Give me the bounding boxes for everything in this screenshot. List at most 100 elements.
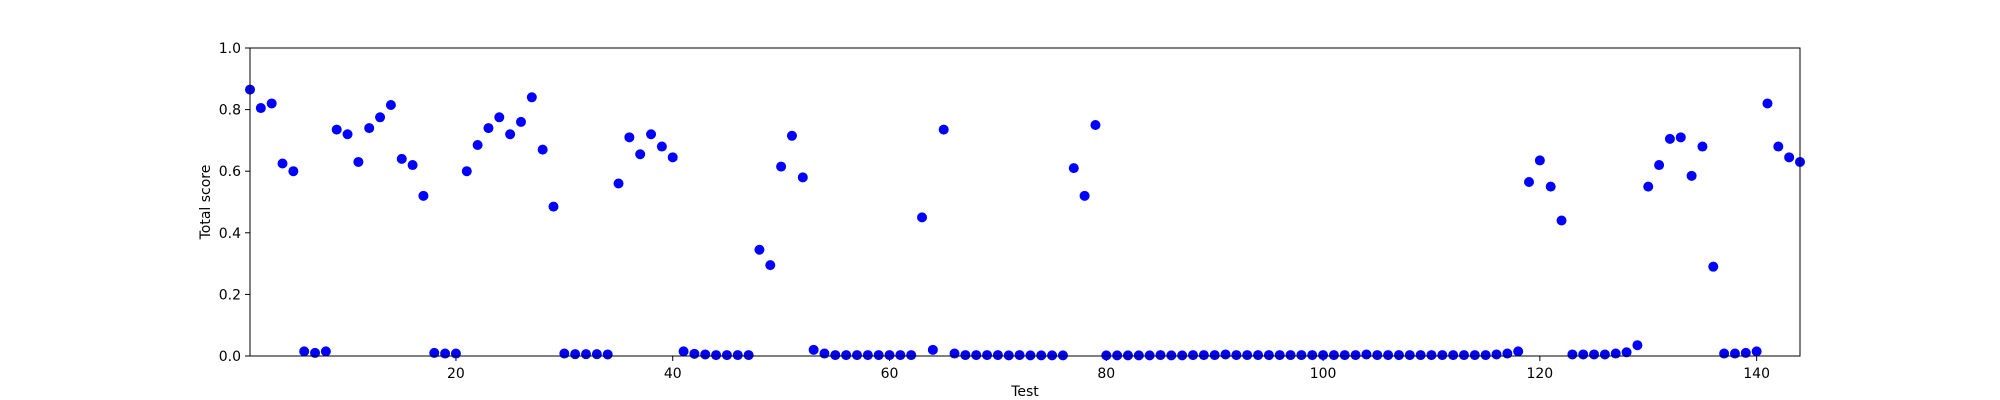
- y-tick-label: 0.4: [219, 226, 241, 242]
- y-axis-ticks: 0.0 0.2 0.4 0.6 0.8 1.0: [219, 41, 250, 365]
- data-point: [1112, 350, 1123, 361]
- data-point: [440, 348, 451, 359]
- data-point: [1502, 348, 1513, 359]
- data-point: [1177, 350, 1188, 361]
- data-point: [461, 166, 472, 177]
- data-point: [1524, 176, 1535, 187]
- data-point: [1729, 348, 1740, 359]
- data-point: [1643, 181, 1654, 192]
- data-point: [1469, 350, 1480, 361]
- data-point: [960, 350, 971, 361]
- x-tick-label: 40: [664, 366, 682, 382]
- data-point: [830, 350, 841, 361]
- data-point: [1393, 350, 1404, 361]
- y-axis-label: Total score: [198, 165, 214, 241]
- data-point: [1664, 133, 1675, 144]
- data-point: [1415, 350, 1426, 361]
- data-point: [353, 156, 364, 167]
- data-point: [721, 350, 732, 361]
- x-tick-label: 60: [881, 366, 899, 382]
- data-point: [1242, 350, 1253, 361]
- data-point: [646, 129, 657, 140]
- x-axis-label: Test: [1010, 384, 1039, 400]
- data-point: [299, 346, 310, 357]
- data-point: [1220, 349, 1231, 360]
- data-point: [678, 346, 689, 357]
- data-point: [288, 166, 299, 177]
- data-points: [245, 84, 1805, 361]
- data-point: [396, 153, 407, 164]
- data-point: [613, 178, 624, 189]
- data-point: [1784, 152, 1795, 163]
- data-point: [526, 92, 537, 103]
- data-point: [1480, 350, 1491, 361]
- data-point: [1285, 350, 1296, 361]
- data-point: [1545, 181, 1556, 192]
- data-point: [494, 112, 505, 123]
- data-point: [1762, 98, 1773, 109]
- data-point: [1328, 350, 1339, 361]
- data-point: [635, 149, 646, 160]
- data-point: [1350, 350, 1361, 361]
- data-point: [1318, 350, 1329, 361]
- y-tick-label: 0.2: [219, 287, 241, 303]
- data-point: [1534, 155, 1545, 166]
- plot-area: [250, 48, 1800, 356]
- data-point: [1144, 350, 1155, 361]
- data-point: [1458, 350, 1469, 361]
- data-point: [591, 349, 602, 360]
- y-tick-label: 0.8: [219, 103, 241, 119]
- data-point: [1513, 346, 1524, 357]
- data-point: [1697, 141, 1708, 152]
- x-tick-label: 140: [1743, 366, 1770, 382]
- data-point: [667, 152, 678, 163]
- data-point: [429, 347, 440, 358]
- data-point: [700, 349, 711, 360]
- data-point: [1621, 347, 1632, 358]
- data-point: [505, 129, 516, 140]
- data-point: [797, 172, 808, 183]
- data-point: [1274, 350, 1285, 361]
- data-point: [1383, 350, 1394, 361]
- data-point: [472, 140, 483, 151]
- data-point: [1372, 350, 1383, 361]
- data-point: [938, 124, 949, 135]
- data-point: [992, 350, 1003, 361]
- data-point: [624, 132, 635, 143]
- x-axis-ticks: 20 40 60 80 100 120 140: [447, 356, 1770, 382]
- data-point: [310, 347, 321, 358]
- data-point: [1339, 350, 1350, 361]
- data-point: [1296, 350, 1307, 361]
- x-tick-label: 120: [1526, 366, 1553, 382]
- data-point: [1036, 350, 1047, 361]
- data-point: [1253, 350, 1264, 361]
- data-point: [1491, 349, 1502, 360]
- data-point: [1231, 350, 1242, 361]
- data-point: [1632, 340, 1643, 351]
- data-point: [1101, 350, 1112, 361]
- data-point: [1437, 350, 1448, 361]
- data-point: [320, 346, 331, 357]
- data-point: [927, 344, 938, 355]
- data-point: [1122, 350, 1133, 361]
- x-tick-label: 80: [1097, 366, 1115, 382]
- data-point: [1133, 350, 1144, 361]
- data-point: [548, 201, 559, 212]
- data-point: [1751, 346, 1762, 357]
- data-point: [1025, 350, 1036, 361]
- data-point: [808, 344, 819, 355]
- data-point: [732, 350, 743, 361]
- data-point: [1556, 215, 1567, 226]
- data-point: [1610, 348, 1621, 359]
- data-point: [1263, 350, 1274, 361]
- data-point: [483, 123, 494, 134]
- data-point: [331, 124, 342, 135]
- data-point: [851, 350, 862, 361]
- data-point: [342, 129, 353, 140]
- data-point: [450, 348, 461, 359]
- data-point: [884, 350, 895, 361]
- data-point: [1426, 350, 1437, 361]
- data-point: [277, 158, 288, 169]
- data-point: [1686, 170, 1697, 181]
